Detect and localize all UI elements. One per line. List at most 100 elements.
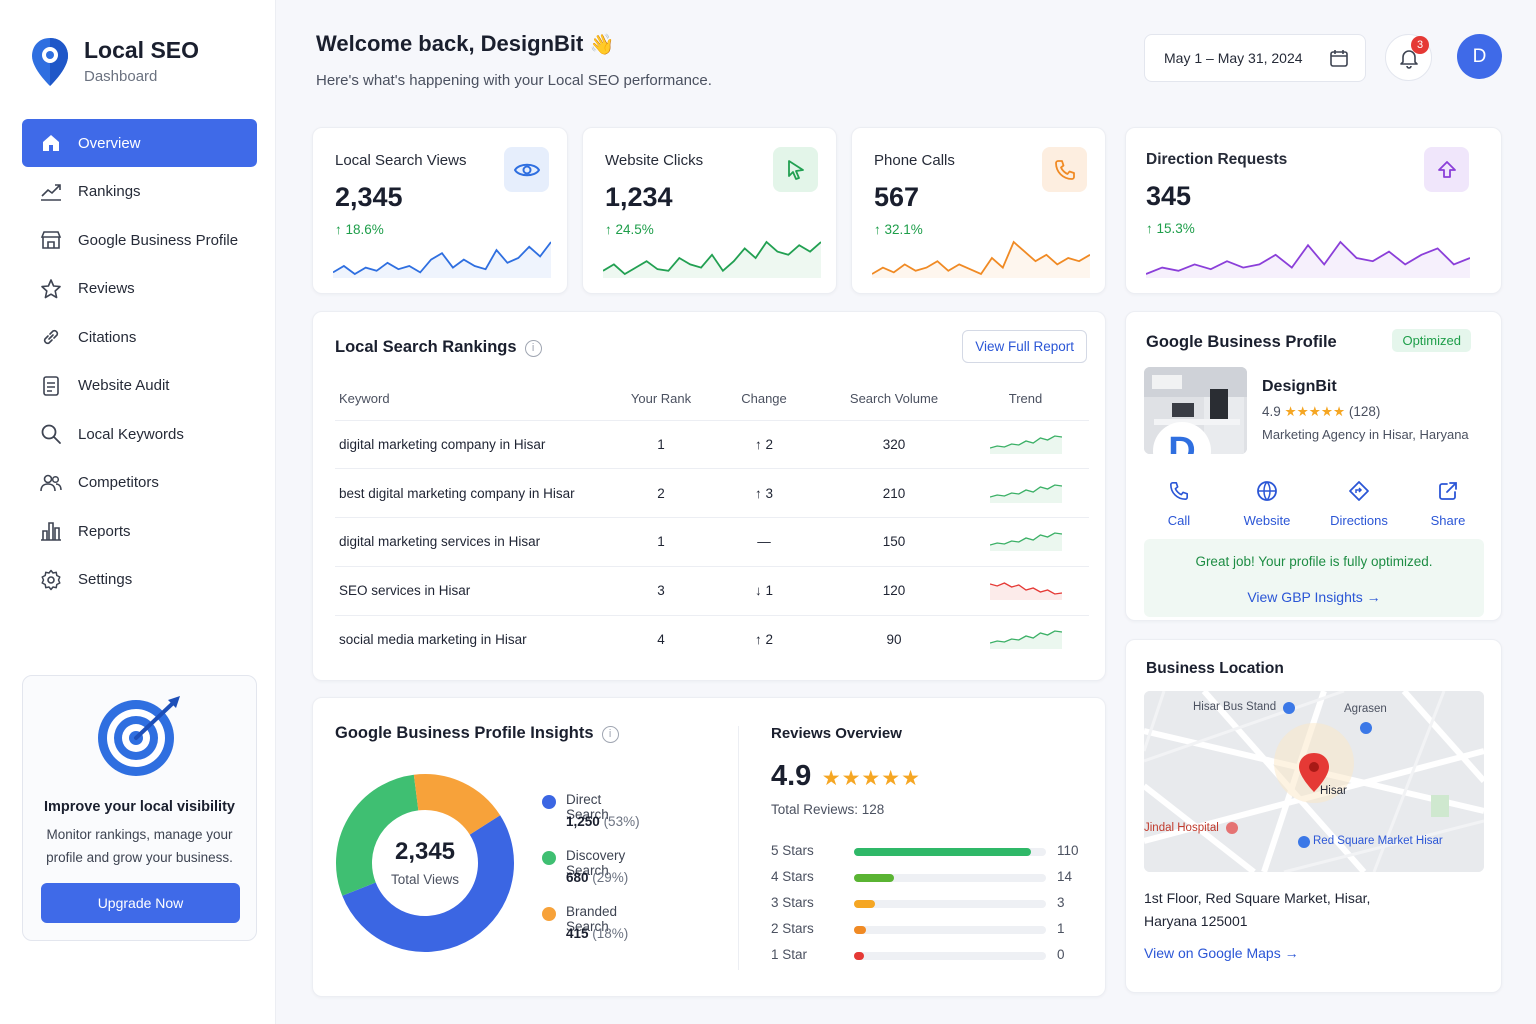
bell-icon [1399, 49, 1418, 69]
info-icon[interactable]: i [524, 340, 542, 357]
legend-dot [542, 851, 556, 865]
legend-value: 1,250 (53%) [566, 814, 640, 829]
change-cell: — [702, 517, 826, 567]
business-location-card: Business Location [1125, 639, 1502, 993]
review-bar-track [854, 900, 1046, 908]
stat-card-direction-requests[interactable]: Direction Requests 345 ↑ 15.3% [1125, 127, 1502, 294]
map-label: Agrasen [1344, 703, 1387, 715]
sparkline-line [603, 240, 821, 276]
share-button[interactable]: Share [1413, 475, 1483, 528]
change-cell: ↓ 1 [702, 566, 826, 616]
stat-change: ↑ 18.6% [335, 222, 384, 237]
review-bar-fill [854, 926, 866, 934]
local-search-rankings-card: Local Search Rankings i View Full Report … [312, 311, 1106, 681]
sidebar-item-local-keywords[interactable]: Local Keywords [22, 410, 257, 458]
trend-line [989, 532, 1062, 547]
review-bar-label: 2 Stars [771, 921, 814, 936]
document-icon [40, 375, 62, 397]
link-icon [40, 326, 62, 348]
review-bar-count: 110 [1057, 843, 1079, 858]
donut-center: 2,345 Total Views [335, 838, 515, 887]
sidebar-item-rankings[interactable]: Rankings [22, 168, 257, 216]
table-row[interactable]: digital marketing company in Hisar 1 ↑ 2… [335, 420, 1089, 470]
sidebar-item-website-audit[interactable]: Website Audit [22, 362, 257, 410]
rank-cell: 3 [620, 566, 702, 616]
sidebar-item-reports[interactable]: Reports [22, 507, 257, 555]
review-bar-count: 14 [1057, 869, 1073, 884]
upgrade-now-button[interactable]: Upgrade Now [41, 883, 240, 923]
sparkline-line [1146, 240, 1470, 275]
trend-line [989, 630, 1062, 644]
optimization-status: Great job! Your profile is fully optimiz… [1144, 539, 1484, 617]
volume-cell: 320 [826, 420, 962, 470]
table-header-row: Keyword Your Rank Change Search Volume T… [335, 378, 1089, 421]
change-cell: ↑ 3 [702, 468, 826, 519]
reviews-title: Reviews Overview [771, 725, 902, 742]
review-bar-fill [854, 874, 895, 882]
trend-area [989, 435, 1062, 454]
phone-icon [1163, 475, 1195, 507]
directions-button[interactable]: Directions [1324, 475, 1394, 528]
brand[interactable]: Local SEO Dashboard [30, 36, 199, 88]
stat-card-phone-calls[interactable]: Phone Calls 567 ↑ 32.1% [851, 127, 1106, 294]
column-header: Change [702, 378, 826, 421]
volume-cell: 120 [826, 566, 962, 616]
page-title: Welcome back, DesignBit 👋 [316, 31, 614, 57]
table-row[interactable]: digital marketing services in Hisar 1 — … [335, 517, 1089, 567]
sidebar-item-label: Overview [78, 134, 141, 152]
call-button[interactable]: Call [1144, 475, 1214, 528]
info-icon[interactable]: i [601, 726, 619, 743]
review-bar-count: 1 [1057, 921, 1065, 936]
rankings-title: Local Search Rankings i [335, 338, 542, 357]
sidebar-item-label: Google Business Profile [78, 231, 239, 249]
target-icon [97, 696, 180, 776]
volume-cell: 90 [886, 632, 902, 648]
view-on-google-maps-link[interactable]: View on Google Maps → [1144, 945, 1299, 961]
sidebar-item-google-business-profile[interactable]: Google Business Profile [22, 216, 257, 264]
sidebar-item-citations[interactable]: Citations [22, 313, 257, 361]
trend-cell [962, 517, 1089, 567]
view-gbp-insights-link[interactable]: View GBP Insights → [1247, 589, 1381, 605]
rankings-title-text: Local Search Rankings [335, 338, 517, 356]
map-label: Hisar [1320, 785, 1347, 797]
sidebar-item-label: Rankings [78, 183, 141, 200]
trend-area [989, 533, 1062, 552]
stat-value: 567 [874, 182, 920, 212]
direction-arrow-icon [1424, 147, 1469, 192]
sidebar-item-overview[interactable]: Overview [22, 119, 257, 167]
location-map[interactable]: Hisar Bus Stand Agrasen Hisar Jindal Hos… [1144, 691, 1484, 872]
date-range-picker[interactable]: May 1 – May 31, 2024 [1144, 34, 1366, 82]
review-bar-count: 3 [1057, 895, 1065, 910]
keyword-cell: best digital marketing company in Hisar [335, 468, 620, 519]
table-row[interactable]: best digital marketing company in Hisar … [335, 468, 1089, 519]
volume-cell: 150 [826, 517, 962, 567]
business-photo[interactable]: D [1144, 367, 1247, 454]
review-bar-row: 3 Stars 3 [771, 895, 1071, 921]
notifications-button[interactable]: 3 [1385, 34, 1432, 81]
table-row[interactable]: social media marketing in Hisar 4 ↑ 2 90 [335, 615, 1089, 664]
sidebar-item-label: Competitors [78, 474, 159, 491]
welcome-text: Welcome back, DesignBit [316, 31, 584, 56]
review-bar-count: 0 [1057, 947, 1065, 962]
column-header: Search Volume [826, 378, 962, 421]
view-full-report-button[interactable]: View Full Report [962, 330, 1087, 363]
sidebar-item-reviews[interactable]: Reviews [22, 265, 257, 313]
review-bar-track [854, 848, 1046, 856]
stat-label: Phone Calls [874, 152, 955, 169]
legend-dot [542, 907, 556, 921]
globe-icon [1251, 475, 1283, 507]
website-button[interactable]: Website [1232, 475, 1302, 528]
sidebar-item-settings[interactable]: Settings [22, 556, 257, 604]
sidebar-item-competitors[interactable]: Competitors [22, 459, 257, 507]
table-row[interactable]: SEO services in Hisar 3 ↓ 1 120 [335, 566, 1089, 616]
brand-title: Local SEO [84, 37, 200, 63]
star-icon [40, 278, 62, 300]
avatar[interactable]: D [1457, 34, 1502, 79]
volume-cell: 210 [826, 468, 962, 519]
stat-card-website-clicks[interactable]: Website Clicks 1,234 ↑ 24.5% [582, 127, 837, 294]
upgrade-promo: Improve your local visibility Monitor ra… [22, 675, 257, 941]
review-bar-fill [854, 900, 876, 908]
sparkline-area [1146, 242, 1470, 278]
map-graphic [1144, 691, 1484, 872]
stat-card-local-search-views[interactable]: Local Search Views 2,345 ↑ 18.6% [312, 127, 568, 294]
